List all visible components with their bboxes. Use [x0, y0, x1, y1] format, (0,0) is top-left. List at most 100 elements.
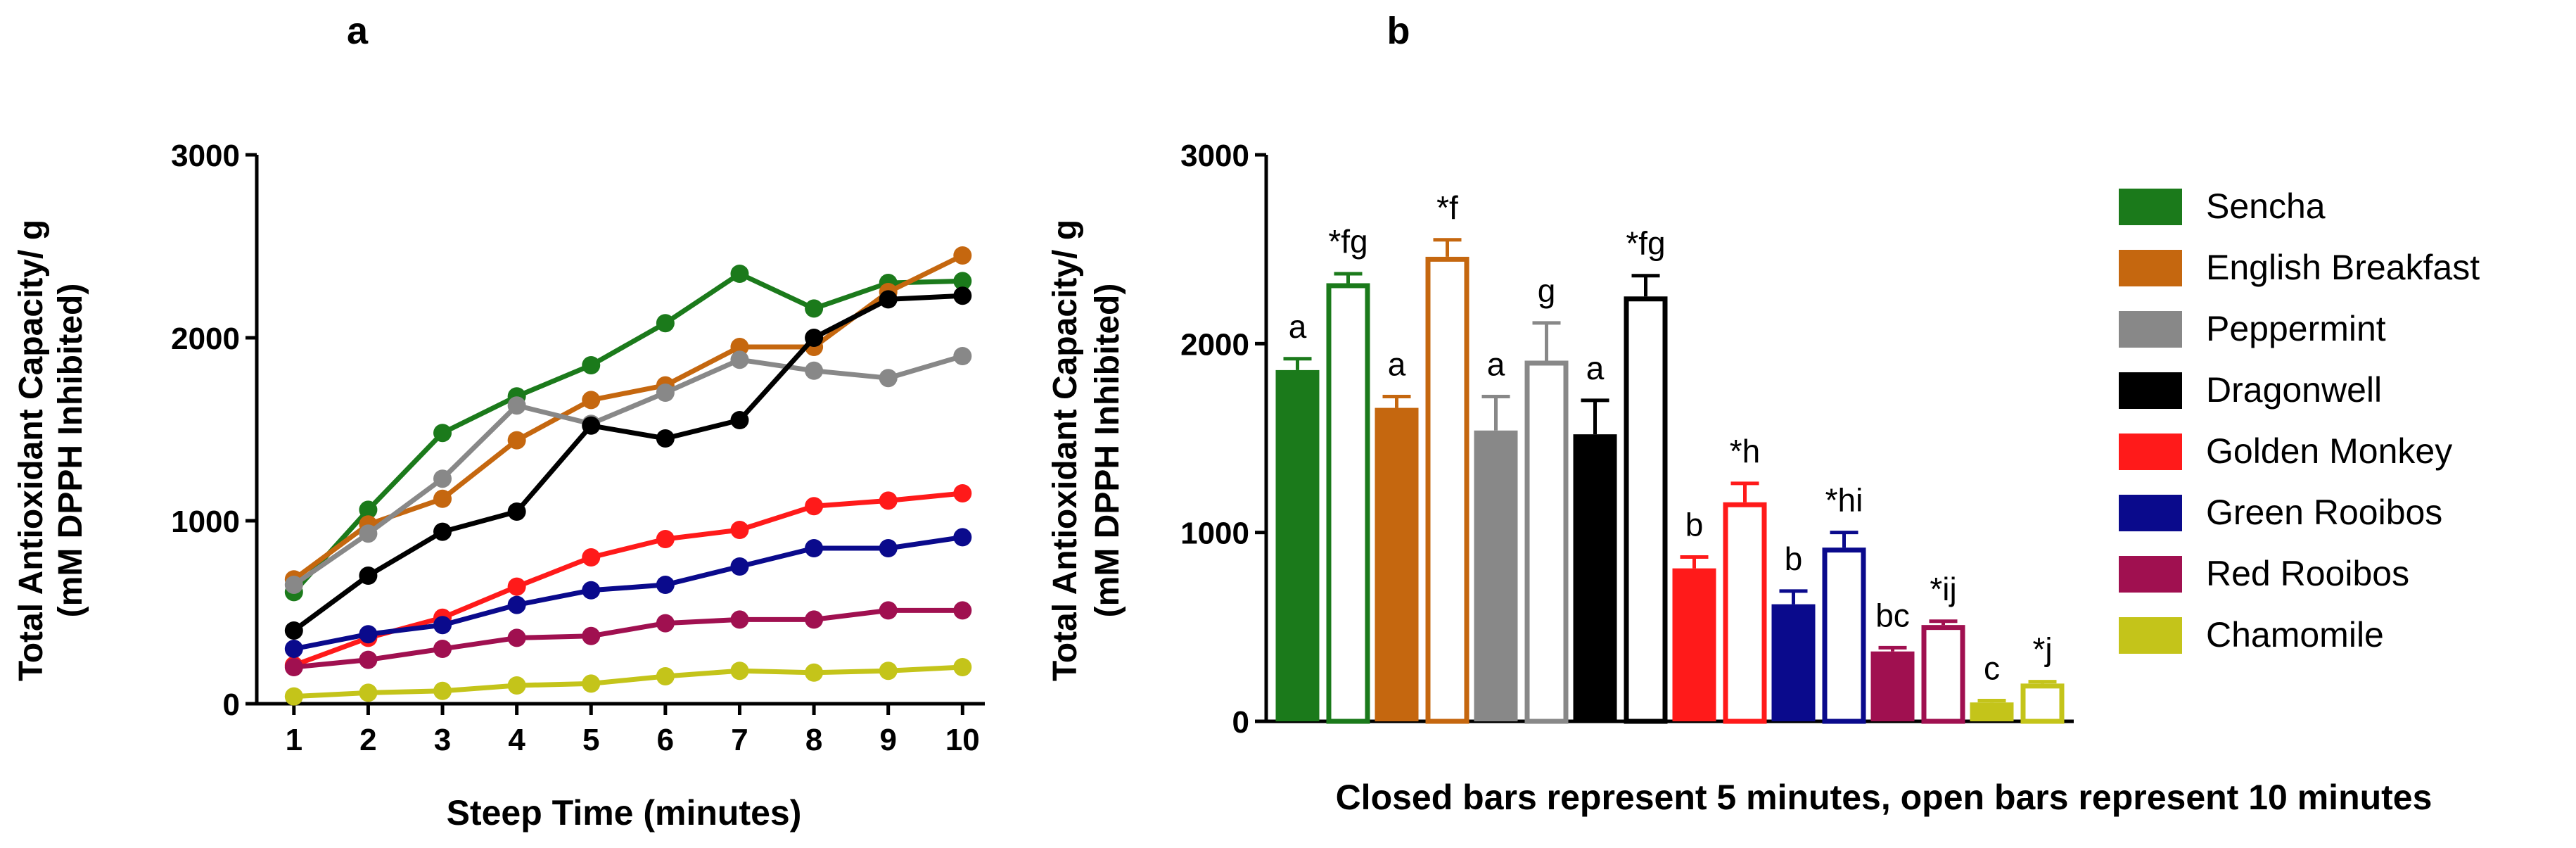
a-x-tick-label: 10 — [945, 723, 980, 757]
a-y-tick-label: 3000 — [171, 139, 240, 173]
a-x-tick-label: 6 — [657, 723, 674, 757]
b-sig-label-open-chamomile: *j — [2032, 631, 2052, 668]
b-bar-closed-dragonwell — [1573, 434, 1617, 721]
a-point-green-rooibos — [507, 595, 526, 614]
a-x-tick-label: 5 — [582, 723, 599, 757]
b-sig-label-closed-dragonwell: a — [1586, 350, 1605, 386]
b-bar-open-golden-monkey — [1723, 502, 1767, 724]
b-bar-closed-english-breakfast — [1375, 407, 1419, 721]
a-point-dragonwell — [879, 290, 898, 309]
a-point-chamomile — [730, 662, 749, 681]
b-sig-label-closed-peppermint: a — [1487, 346, 1505, 382]
legend-swatch-peppermint — [2119, 311, 2182, 348]
a-x-tick-label: 7 — [731, 723, 748, 757]
a-series-line-dragonwell — [292, 293, 963, 633]
b-caption: Closed bars represent 5 minutes, open ba… — [1336, 778, 2432, 817]
legend-swatch-dragonwell — [2119, 372, 2182, 409]
a-point-dragonwell — [284, 621, 303, 640]
a-point-sencha — [805, 299, 824, 318]
a-x-tick-label: 8 — [805, 723, 822, 757]
a-point-english-breakfast — [507, 431, 526, 450]
a-point-golden-monkey — [582, 548, 601, 567]
a-point-peppermint — [730, 350, 749, 369]
a-y-tick-label: 0 — [223, 688, 240, 722]
a-point-red-rooibos — [507, 628, 526, 647]
legend-label-dragonwell: Dragonwell — [2206, 370, 2382, 410]
a-point-green-rooibos — [656, 576, 675, 594]
a-point-peppermint — [805, 361, 824, 380]
a-point-sencha — [433, 424, 452, 443]
a-x-tick-label: 4 — [508, 723, 525, 757]
a-point-peppermint — [656, 384, 675, 402]
a-point-dragonwell — [953, 286, 972, 305]
a-xlabel: Steep Time (minutes) — [447, 793, 802, 833]
a-point-golden-monkey — [953, 484, 972, 502]
b-sig-label-closed-english-breakfast: a — [1388, 346, 1406, 382]
legend: Sencha English Breakfast Peppermint Dragonw… — [2119, 186, 2480, 654]
a-ylabel-line2: (mM DPPH Inhibited) — [52, 284, 89, 618]
legend-swatch-english-breakfast — [2119, 250, 2182, 286]
legend-swatch-golden-monkey — [2119, 434, 2182, 470]
b-ylabel-line1: Total Antioxidant Capacity/ g — [1047, 220, 1084, 681]
a-point-chamomile — [879, 662, 898, 681]
legend-label-chamomile: Chamomile — [2206, 615, 2384, 654]
a-point-chamomile — [805, 663, 824, 682]
a-x-tick-label: 3 — [434, 723, 451, 757]
a-point-red-rooibos — [284, 658, 303, 676]
a-point-chamomile — [284, 687, 303, 706]
a-point-golden-monkey — [656, 530, 675, 548]
a-point-english-breakfast — [730, 338, 749, 356]
b-y-tick-label: 3000 — [1180, 139, 1249, 173]
a-point-dragonwell — [433, 522, 452, 541]
bar-chart-panel-b: 0 1000 2000 3000 a *fg a *f a g a *fg b *h b *hi bc *ij c *… — [1180, 139, 2074, 740]
b-ylabel-line2: (mM DPPH Inhibited) — [1089, 284, 1126, 618]
a-series-line-green-rooibos — [293, 534, 963, 652]
a-point-chamomile — [359, 683, 378, 702]
b-sig-label-open-english-breakfast: *f — [1436, 189, 1458, 226]
b-bar-closed-sencha — [1275, 369, 1320, 721]
a-point-dragonwell — [805, 329, 824, 347]
b-bar-open-english-breakfast — [1425, 256, 1469, 724]
b-sig-label-open-sencha: *fg — [1328, 223, 1367, 260]
a-point-peppermint — [359, 524, 378, 543]
legend-label-sencha: Sencha — [2206, 186, 2326, 226]
b-sig-label-open-golden-monkey: *h — [1730, 433, 1760, 469]
a-series-line-english-breakfast — [292, 253, 964, 582]
a-point-chamomile — [433, 681, 452, 700]
a-point-peppermint — [284, 576, 303, 594]
a-point-golden-monkey — [805, 497, 824, 516]
b-sig-label-closed-golden-monkey: b — [1685, 507, 1704, 543]
b-sig-label-open-red-rooibos: *ij — [1930, 571, 1956, 607]
a-point-red-rooibos — [805, 610, 824, 629]
a-point-dragonwell — [582, 416, 601, 435]
a-series-line-red-rooibos — [293, 607, 963, 670]
a-point-green-rooibos — [582, 581, 601, 600]
a-point-dragonwell — [359, 567, 378, 585]
a-point-red-rooibos — [730, 610, 749, 629]
legend-swatch-red-rooibos — [2119, 556, 2182, 593]
a-point-green-rooibos — [284, 640, 303, 658]
a-point-english-breakfast — [433, 489, 452, 508]
legend-label-green-rooibos: Green Rooibos — [2206, 493, 2442, 532]
b-y-tick-label: 1000 — [1180, 517, 1249, 551]
a-point-peppermint — [433, 469, 452, 488]
b-sig-label-closed-sencha: a — [1289, 308, 1307, 345]
legend-label-peppermint: Peppermint — [2206, 309, 2386, 348]
a-series-line-chamomile — [293, 664, 963, 700]
a-point-sencha — [582, 356, 601, 374]
a-point-green-rooibos — [805, 539, 824, 557]
legend-swatch-chamomile — [2119, 617, 2182, 654]
a-point-green-rooibos — [879, 539, 898, 557]
a-point-english-breakfast — [582, 391, 601, 410]
a-point-english-breakfast — [953, 246, 972, 265]
line-chart-panel-a: 0 1000 2000 3000 1 2 3 4 5 6 7 8 9 10 — [171, 139, 985, 757]
a-point-sencha — [953, 272, 972, 291]
a-point-sencha — [730, 265, 749, 283]
panel-label-a: a — [347, 10, 369, 52]
b-sig-label-open-green-rooibos: *hi — [1825, 482, 1863, 519]
a-point-red-rooibos — [359, 650, 378, 669]
a-point-golden-monkey — [730, 521, 749, 539]
b-y-tick-label: 2000 — [1180, 327, 1249, 362]
a-point-peppermint — [953, 347, 972, 365]
b-bar-closed-chamomile — [1970, 702, 2014, 721]
